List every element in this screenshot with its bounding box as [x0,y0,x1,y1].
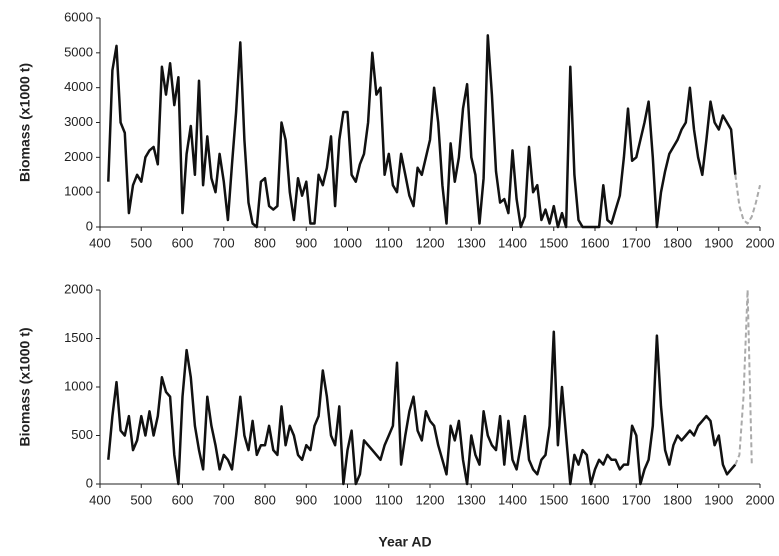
x-tick-label: 1900 [704,235,733,250]
x-tick-label: 1000 [333,492,362,507]
y-tick-label: 0 [86,218,93,233]
x-tick-label: 500 [130,235,152,250]
y-tick-label: 6000 [64,9,93,24]
x-tick-label: 1300 [457,235,486,250]
y-tick-label: 0 [86,475,93,490]
data-line [107,330,737,486]
x-tick-label: 1400 [498,492,527,507]
y-axis-label: Biomass (x1000 t) [17,63,33,182]
x-tick-label: 400 [89,235,111,250]
y-tick-label: 1000 [64,378,93,393]
x-tick-label: 1100 [375,492,403,507]
x-tick-label: 1600 [581,235,610,250]
x-tick-label: 900 [295,492,317,507]
data-line [734,289,753,465]
x-tick-label: 1100 [375,235,403,250]
x-tick-label: 1200 [416,235,445,250]
data-line [107,34,737,229]
y-tick-label: 2000 [64,149,93,164]
x-axis-label: Year AD [378,534,431,550]
x-tick-label: 500 [130,492,152,507]
y-tick-label: 5000 [64,44,93,59]
x-tick-label: 1700 [622,492,651,507]
x-tick-label: 1800 [663,492,692,507]
x-tick-label: 1500 [539,235,568,250]
x-tick-label: 1700 [622,235,651,250]
x-tick-label: 2000 [746,235,775,250]
x-tick-label: 2000 [746,492,775,507]
y-tick-label: 1000 [64,184,93,199]
x-tick-label: 800 [254,492,276,507]
x-tick-label: 1200 [416,492,445,507]
data-line [734,174,761,225]
x-tick-label: 1600 [581,492,610,507]
y-axis-label: Biomass (x1000 t) [17,327,33,446]
y-tick-label: 3000 [64,114,93,129]
x-tick-label: 1300 [457,492,486,507]
x-tick-label: 1800 [663,235,692,250]
x-tick-label: 1000 [333,235,362,250]
x-tick-label: 900 [295,235,317,250]
x-tick-label: 600 [172,492,194,507]
x-tick-label: 400 [89,492,111,507]
x-tick-label: 800 [254,235,276,250]
y-tick-label: 4000 [64,79,93,94]
x-tick-label: 700 [213,235,235,250]
y-tick-label: 500 [71,427,93,442]
x-tick-label: 1400 [498,235,527,250]
x-tick-label: 1900 [704,492,733,507]
x-tick-label: 1500 [539,492,568,507]
y-tick-label: 1500 [64,330,93,345]
x-tick-label: 600 [172,235,194,250]
y-tick-label: 2000 [64,281,93,296]
x-tick-label: 700 [213,492,235,507]
